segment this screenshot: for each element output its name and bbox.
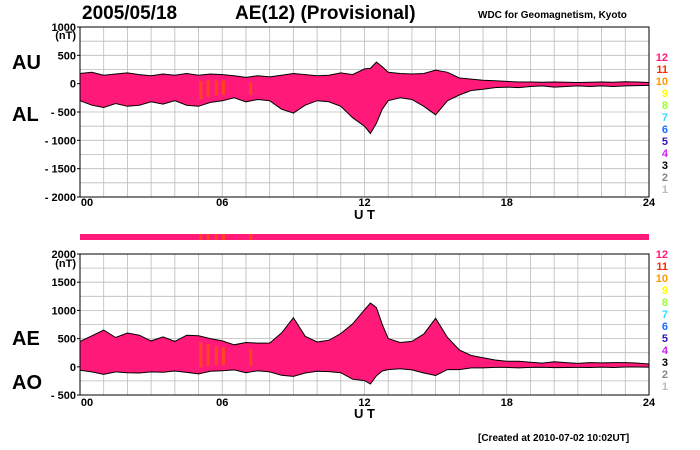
top-x-axis-label: U T — [354, 207, 375, 222]
creation-timestamp: [Created at 2010-07-02 10:02UT] — [478, 433, 630, 444]
bottom-y-tick-label: - 500 — [51, 390, 76, 402]
ao-label: AO — [12, 372, 42, 394]
bottom-unit-label: (nT) — [55, 258, 76, 270]
bottom-station-drop-bar — [249, 348, 253, 366]
bottom-station-drop-bar — [206, 344, 210, 366]
top-x-tick-label: 12 — [358, 197, 370, 209]
top-station-scale-8: 8 — [662, 100, 668, 112]
top-y-tick-label: - 1000 — [45, 135, 76, 147]
ae-label: AE — [12, 328, 40, 350]
top-station-drop-bar — [206, 80, 210, 98]
bottom-station-scale-3: 3 — [662, 357, 668, 369]
al-label: AL — [12, 104, 39, 126]
top-station-scale-6: 6 — [662, 124, 668, 136]
top-station-scale-5: 5 — [662, 136, 668, 148]
station-count-strip-mark — [206, 234, 210, 240]
bottom-station-scale-1: 1 — [662, 381, 668, 393]
top-station-scale-2: 2 — [662, 172, 668, 184]
top-station-scale-3: 3 — [662, 160, 668, 172]
bottom-station-drop-bar — [199, 342, 203, 368]
station-count-strip-mark — [199, 234, 203, 240]
top-y-tick-label: - 500 — [51, 107, 76, 119]
top-x-tick-label: 06 — [216, 197, 228, 209]
au-label: AU — [12, 52, 41, 74]
bottom-station-scale-11: 11 — [656, 261, 668, 273]
bottom-station-scale-9: 9 — [662, 285, 668, 297]
bottom-y-tick-label: 1500 — [52, 277, 76, 289]
bottom-y-tick-label: 500 — [58, 334, 76, 346]
top-station-drop-bar — [249, 82, 253, 95]
top-x-tick-label: 18 — [501, 197, 513, 209]
station-count-strip — [80, 234, 649, 240]
station-count-strip-mark — [221, 234, 225, 240]
data-source: WDC for Geomagnetism, Kyoto — [478, 10, 627, 21]
bottom-plot-frame — [79, 253, 650, 396]
bottom-x-tick-label: 00 — [81, 397, 93, 409]
bottom-x-axis-label: U T — [354, 406, 375, 421]
bottom-station-scale-8: 8 — [662, 297, 668, 309]
top-al-line — [79, 84, 650, 135]
top-y-tick-label: 500 — [58, 50, 76, 62]
bottom-x-tick-label: 12 — [358, 397, 370, 409]
top-station-scale-10: 10 — [656, 76, 668, 88]
top-y-tick-label: 0 — [70, 79, 76, 91]
top-station-scale-4: 4 — [662, 148, 669, 160]
chart-date: 2005/05/18 — [82, 3, 178, 24]
bottom-station-scale-10: 10 — [656, 273, 668, 285]
bottom-station-drop-bar — [214, 345, 218, 366]
top-x-tick-label: 24 — [643, 197, 656, 209]
top-station-scale-12: 12 — [656, 52, 668, 64]
bottom-ao-line — [79, 366, 650, 385]
top-y-tick-label: - 2000 — [45, 192, 76, 204]
bottom-y-tick-label: 2000 — [52, 249, 76, 261]
top-station-scale-9: 9 — [662, 88, 668, 100]
top-station-drop-bar — [221, 80, 225, 95]
top-station-scale-1: 1 — [662, 184, 668, 196]
bottom-station-scale-12: 12 — [656, 249, 668, 261]
bottom-station-drop-bar — [221, 347, 225, 365]
station-count-strip-mark — [249, 234, 253, 240]
bottom-ae-line — [79, 302, 650, 365]
top-band-area — [80, 62, 649, 134]
bottom-x-tick-label: 06 — [216, 397, 228, 409]
top-station-scale-11: 11 — [656, 64, 668, 76]
bottom-y-tick-label: 1000 — [52, 305, 76, 317]
bottom-x-tick-label: 18 — [501, 397, 513, 409]
bottom-station-scale-2: 2 — [662, 369, 668, 381]
top-au-line — [79, 61, 650, 84]
top-y-tick-label: 1000 — [52, 22, 76, 34]
bottom-station-scale-6: 6 — [662, 321, 668, 333]
bottom-x-tick-label: 24 — [643, 397, 656, 409]
top-unit-label: (nT) — [55, 30, 76, 42]
chart-title: AE(12) (Provisional) — [235, 3, 416, 24]
top-station-scale-7: 7 — [662, 112, 668, 124]
station-count-strip-mark — [214, 234, 218, 240]
bottom-y-tick-label: 0 — [70, 362, 76, 374]
bottom-station-scale-7: 7 — [662, 309, 668, 321]
top-station-drop-bar — [214, 80, 218, 96]
top-station-drop-bar — [199, 80, 203, 100]
bottom-station-scale-4: 4 — [662, 345, 669, 357]
bottom-station-scale-5: 5 — [662, 333, 668, 345]
top-y-tick-label: - 1500 — [45, 164, 76, 176]
top-x-tick-label: 00 — [81, 197, 93, 209]
